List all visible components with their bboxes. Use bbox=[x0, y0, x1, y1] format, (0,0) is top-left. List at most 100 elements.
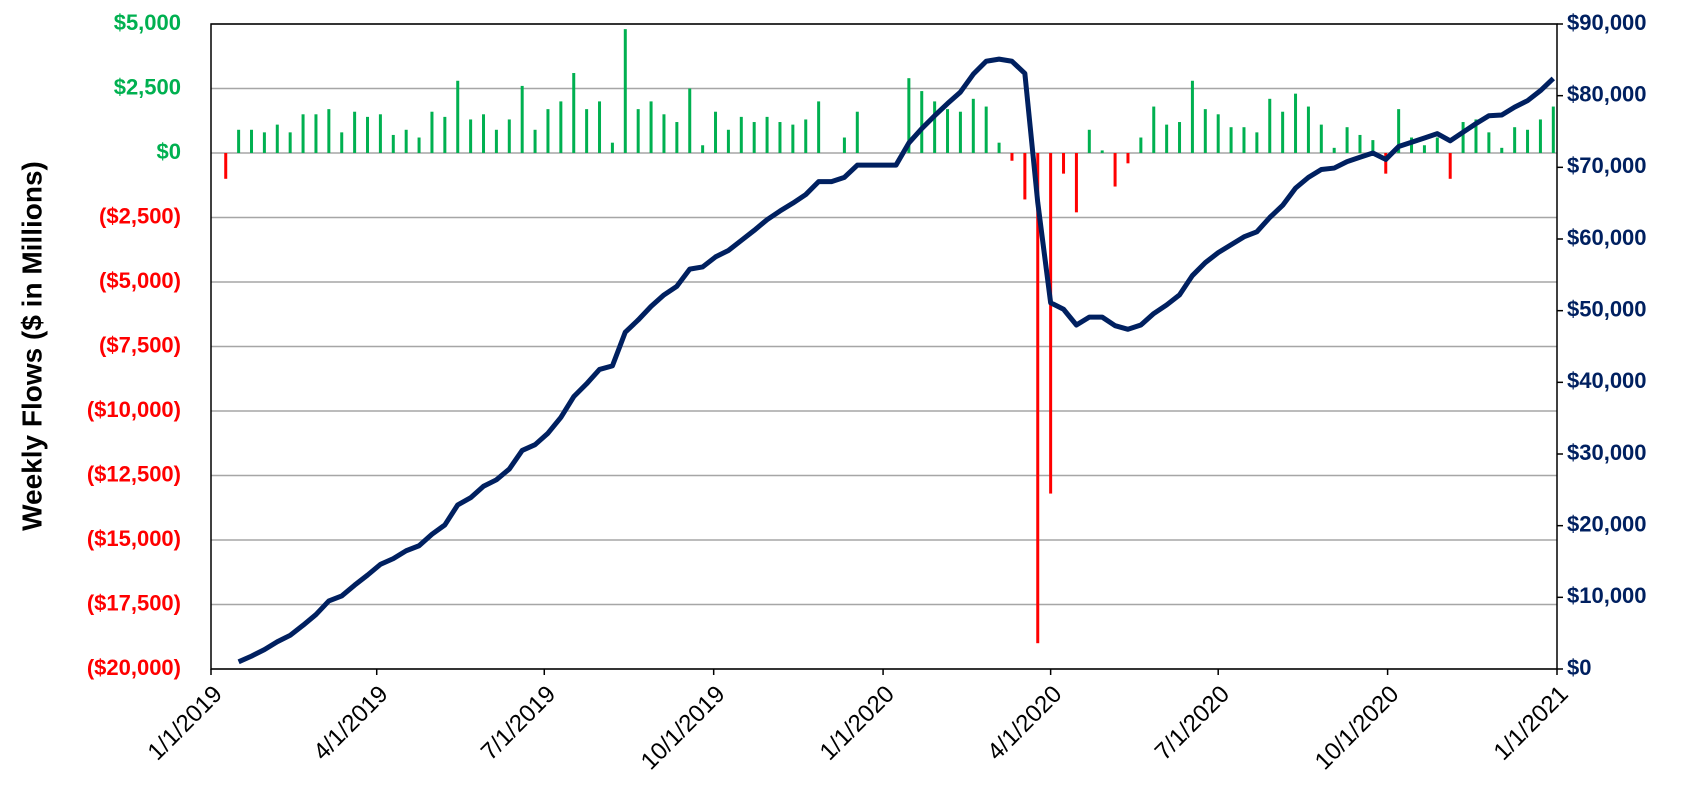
bar bbox=[997, 142, 1001, 153]
bar bbox=[1126, 153, 1130, 164]
bar bbox=[1049, 153, 1053, 494]
bar bbox=[456, 80, 460, 153]
bar bbox=[1074, 153, 1078, 213]
x-tick-label: 4/1/2020 bbox=[982, 681, 1067, 766]
bar bbox=[688, 88, 692, 153]
bar bbox=[1551, 106, 1555, 153]
bar bbox=[520, 85, 524, 153]
bar bbox=[739, 116, 743, 153]
bar bbox=[572, 73, 576, 153]
bar bbox=[1190, 80, 1194, 153]
bar bbox=[430, 111, 434, 153]
bar bbox=[1268, 98, 1272, 153]
bar bbox=[933, 101, 937, 153]
bar bbox=[1332, 147, 1336, 153]
bar bbox=[314, 114, 318, 153]
bar bbox=[1371, 140, 1375, 153]
bar bbox=[533, 129, 537, 153]
bar bbox=[1255, 132, 1259, 153]
bar bbox=[958, 111, 962, 153]
bar bbox=[494, 129, 498, 153]
bar bbox=[714, 111, 718, 153]
bar bbox=[1113, 153, 1117, 187]
y-tick-label: ($10,000) bbox=[87, 397, 181, 422]
bar bbox=[391, 134, 395, 153]
y2-tick-label: $40,000 bbox=[1567, 368, 1647, 393]
x-tick-label: 10/1/2020 bbox=[1310, 681, 1405, 776]
y-tick-label: ($5,000) bbox=[99, 268, 181, 293]
bar bbox=[1397, 109, 1401, 153]
bar bbox=[1306, 106, 1310, 153]
y2-tick-label: $0 bbox=[1567, 655, 1591, 680]
bar bbox=[920, 91, 924, 153]
y-tick-label: ($7,500) bbox=[99, 332, 181, 357]
bar bbox=[1384, 153, 1388, 174]
bar bbox=[984, 106, 988, 153]
bar bbox=[804, 119, 808, 153]
bar bbox=[623, 29, 627, 153]
bar bbox=[237, 129, 241, 153]
y2-tick-label: $10,000 bbox=[1567, 583, 1647, 608]
bar bbox=[1165, 124, 1169, 153]
bar bbox=[482, 114, 486, 153]
y-tick-label: ($12,500) bbox=[87, 461, 181, 486]
bar bbox=[1294, 93, 1298, 153]
bar bbox=[585, 109, 589, 153]
bar bbox=[907, 78, 911, 153]
bar bbox=[1281, 111, 1285, 153]
bar bbox=[417, 137, 421, 153]
bar bbox=[842, 137, 846, 153]
bar bbox=[1216, 114, 1220, 153]
bar bbox=[1100, 150, 1104, 153]
bar bbox=[275, 124, 279, 153]
bar bbox=[288, 132, 292, 153]
bar bbox=[250, 129, 254, 153]
bar bbox=[1023, 153, 1027, 200]
x-tick-label: 1/1/2021 bbox=[1489, 681, 1574, 766]
bar bbox=[649, 101, 653, 153]
bar bbox=[1319, 124, 1323, 153]
y-axis-title: Weekly Flows ($ in Millions) bbox=[16, 161, 47, 531]
bar bbox=[1139, 137, 1143, 153]
bar bbox=[855, 111, 859, 153]
bar bbox=[1474, 119, 1478, 153]
bar bbox=[765, 116, 769, 153]
x-tick-label: 10/1/2019 bbox=[636, 681, 731, 776]
bar bbox=[443, 116, 447, 153]
bar bbox=[469, 119, 473, 153]
bar bbox=[301, 114, 305, 153]
bar bbox=[262, 132, 266, 153]
y-tick-label: $2,500 bbox=[114, 74, 181, 99]
bar bbox=[971, 98, 975, 153]
bar bbox=[1422, 145, 1426, 153]
bar bbox=[1538, 119, 1542, 153]
bar bbox=[1229, 127, 1233, 153]
bar bbox=[1358, 134, 1362, 153]
bar bbox=[404, 129, 408, 153]
plot-border bbox=[210, 23, 1558, 670]
bar bbox=[353, 111, 357, 153]
bar bbox=[726, 129, 730, 153]
bar bbox=[1448, 153, 1452, 179]
y-tick-label: ($17,500) bbox=[87, 590, 181, 615]
bar bbox=[224, 153, 228, 179]
bar bbox=[1513, 127, 1517, 153]
bar bbox=[752, 122, 756, 153]
bar bbox=[1410, 137, 1414, 153]
y2-tick-label: $50,000 bbox=[1567, 296, 1647, 321]
x-tick-label: 1/1/2019 bbox=[143, 681, 228, 766]
bar bbox=[791, 124, 795, 153]
bar bbox=[1036, 153, 1040, 644]
bar bbox=[778, 122, 782, 153]
bar bbox=[378, 114, 382, 153]
bar bbox=[507, 119, 511, 153]
y-tick-label: $5,000 bbox=[114, 10, 181, 35]
bar bbox=[1087, 129, 1091, 153]
bar bbox=[1010, 153, 1014, 161]
bar bbox=[1526, 129, 1530, 153]
y2-tick-label: $90,000 bbox=[1567, 10, 1647, 35]
bar bbox=[546, 109, 550, 153]
line bbox=[237, 56, 1556, 665]
bar bbox=[327, 109, 331, 153]
